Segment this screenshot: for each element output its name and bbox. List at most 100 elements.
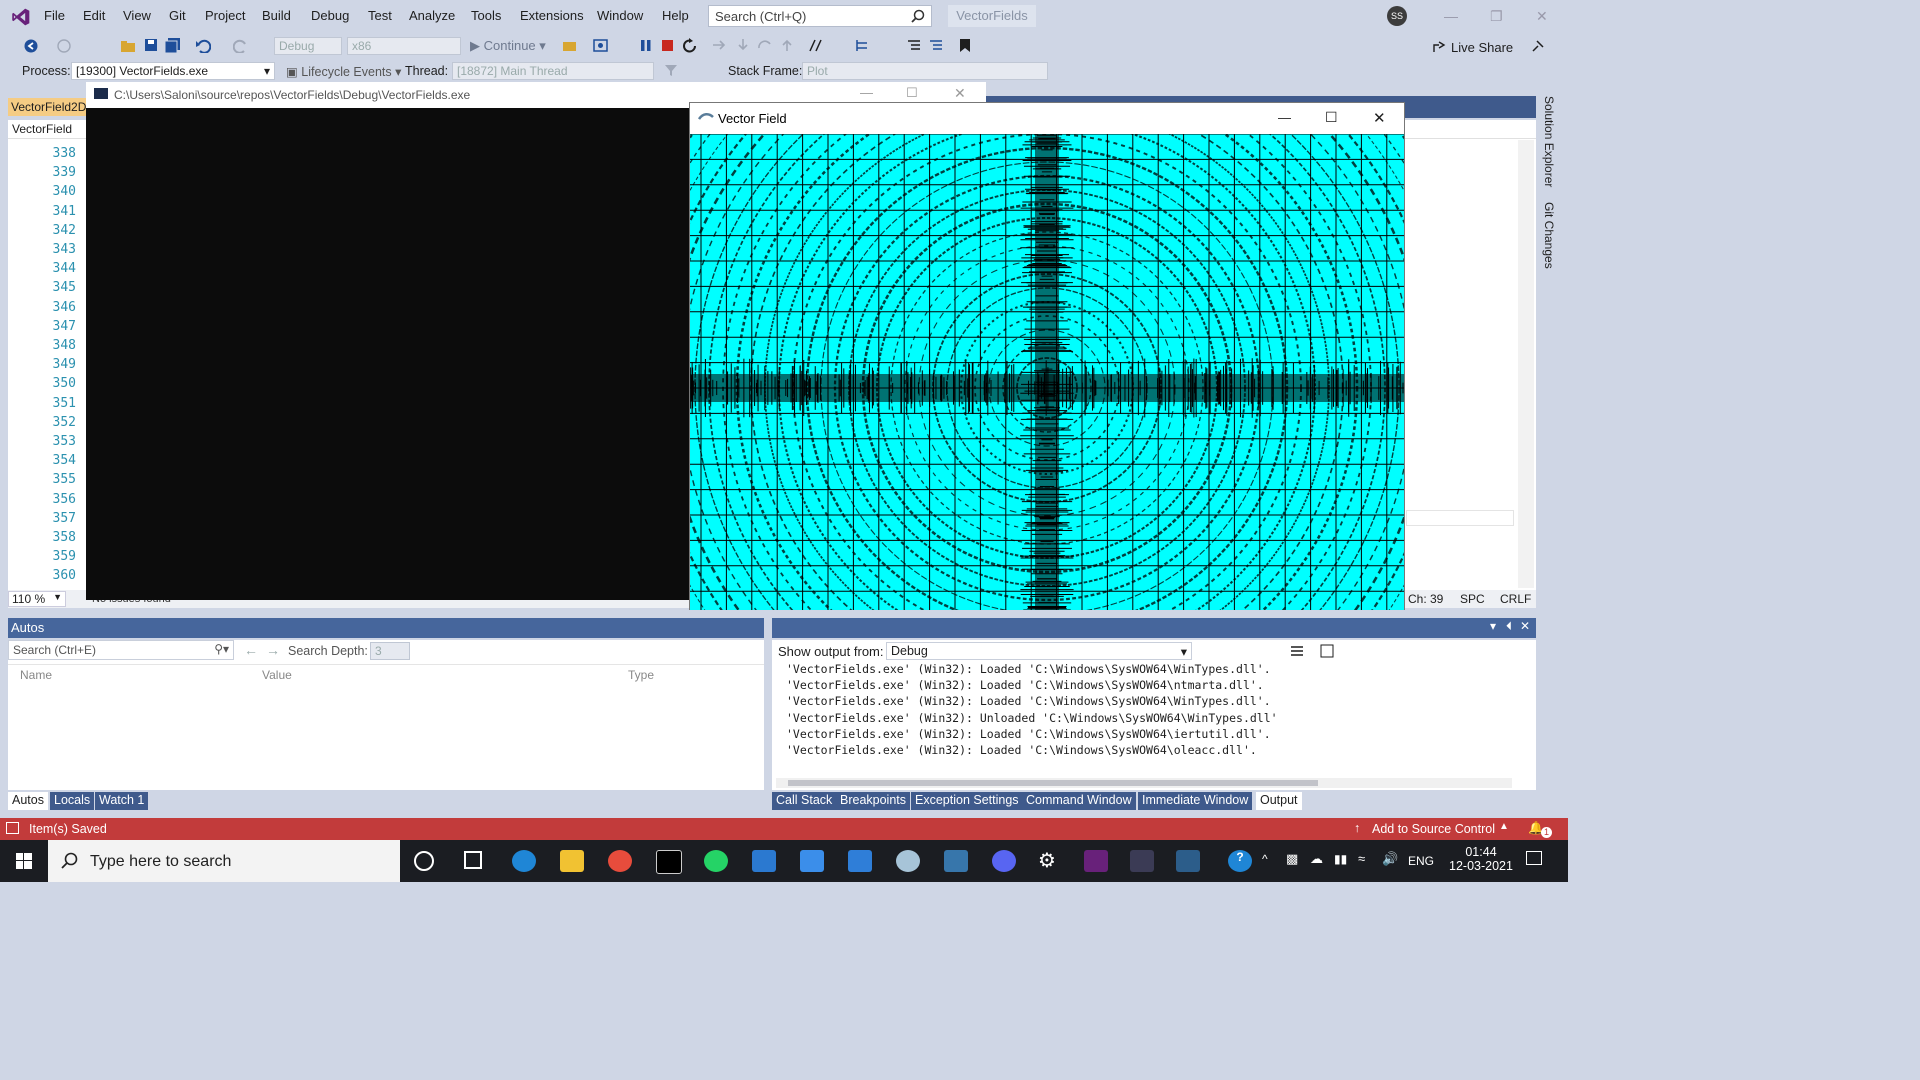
menu-debug[interactable]: Debug	[311, 8, 350, 23]
search-depth-combo[interactable]: 3	[370, 642, 410, 660]
tab-exception-settings[interactable]: Exception Settings	[911, 792, 1023, 810]
stop-icon[interactable]	[662, 40, 674, 52]
console-app-taskbar-icon[interactable]	[1130, 850, 1154, 872]
editor-horizontal-scrollbar[interactable]	[1406, 510, 1514, 526]
bookmark-icon[interactable]	[958, 38, 972, 53]
vector-field-app-taskbar-icon[interactable]	[1176, 850, 1200, 872]
line-ending-indicator[interactable]: CRLF	[1500, 592, 1532, 606]
vector-field-close-icon[interactable]: ✕	[1373, 110, 1386, 127]
document-tab[interactable]: VectorField2D	[8, 98, 86, 116]
redo-icon[interactable]	[233, 38, 249, 53]
column-header-type[interactable]: Type	[628, 668, 655, 682]
help-icon[interactable]: ?	[1228, 850, 1252, 872]
step-over-icon[interactable]	[757, 38, 773, 53]
vector-field-plot[interactable]	[690, 134, 1404, 643]
word-wrap-icon[interactable]	[1290, 644, 1304, 658]
restart-icon[interactable]	[682, 38, 698, 54]
menu-file[interactable]: File	[44, 8, 65, 23]
solution-explorer-tab[interactable]: Solution Explorer	[1542, 96, 1556, 188]
output-horizontal-scrollbar[interactable]	[776, 778, 1512, 788]
taskbar-clock[interactable]: 01:44 12-03-2021	[1448, 845, 1514, 873]
search-input[interactable]: Search (Ctrl+Q)	[708, 5, 932, 27]
paint-icon[interactable]	[896, 850, 920, 872]
visual-studio-logo-icon[interactable]	[10, 7, 32, 27]
save-all-icon[interactable]	[165, 38, 181, 53]
output-vertical-scrollbar[interactable]	[1518, 664, 1534, 776]
taskbar-search-box[interactable]	[48, 840, 400, 882]
save-icon[interactable]	[144, 38, 158, 52]
output-source-combo[interactable]: Debug ▾	[886, 642, 1192, 660]
tab-watch-1[interactable]: Watch 1	[95, 792, 149, 810]
user-avatar[interactable]: SS	[1387, 6, 1407, 26]
tray-chevron-icon[interactable]: ^	[1262, 852, 1268, 866]
discord-icon[interactable]	[992, 850, 1016, 872]
menu-help[interactable]: Help	[662, 8, 689, 23]
console-minimize-icon[interactable]: —	[860, 85, 873, 100]
menu-tools[interactable]: Tools	[471, 8, 502, 23]
project-combo[interactable]: VectorField	[12, 122, 73, 136]
file-explorer-icon[interactable]	[560, 850, 584, 872]
search-back-icon[interactable]: ←	[244, 642, 258, 658]
settings-gear-icon[interactable]: ⚙	[1038, 850, 1056, 872]
volume-icon[interactable]: 🔊	[1382, 851, 1399, 866]
step-out-icon[interactable]	[780, 38, 794, 53]
close-panel-icon[interactable]: ✕	[1519, 619, 1530, 633]
git-changes-tab[interactable]: Git Changes	[1542, 202, 1556, 269]
minimize-icon[interactable]: —	[1444, 8, 1458, 24]
vector-field-maximize-icon[interactable]: ☐	[1325, 109, 1338, 125]
pause-icon[interactable]	[640, 39, 652, 52]
open-folder-icon[interactable]	[120, 38, 136, 53]
tab-command-window[interactable]: Command Window	[1022, 792, 1136, 810]
whitespace-indicator[interactable]: SPC	[1460, 592, 1485, 606]
edge-icon[interactable]	[512, 850, 536, 872]
windows-start-icon[interactable]	[0, 840, 48, 882]
stack-frame-combo[interactable]: Plot	[802, 62, 1048, 80]
platform-combo[interactable]: x86	[347, 37, 461, 55]
show-next-statement-icon[interactable]	[712, 38, 728, 53]
close-icon[interactable]: ✕	[1536, 8, 1548, 24]
pin-icon[interactable]: ⏴	[1505, 619, 1512, 633]
tab-call-stack[interactable]: Call Stack	[772, 792, 837, 810]
action-center-icon[interactable]	[1526, 851, 1542, 865]
task-view-icon[interactable]	[464, 851, 482, 869]
tab-breakpoints[interactable]: Breakpoints	[836, 792, 911, 810]
restore-icon[interactable]: ❐	[1490, 8, 1503, 24]
uncomment-icon[interactable]	[928, 38, 944, 53]
wifi-icon[interactable]: ≈	[1358, 851, 1366, 866]
browse-folder-icon[interactable]	[562, 38, 578, 53]
menu-window[interactable]: Window	[597, 8, 644, 23]
editor-vertical-scrollbar[interactable]	[1518, 140, 1534, 588]
whatsapp-icon[interactable]	[704, 850, 728, 872]
step-into-icon[interactable]	[736, 38, 750, 53]
filter-icon[interactable]	[664, 64, 678, 77]
onedrive-icon[interactable]: ☁	[1310, 851, 1323, 866]
console-maximize-icon[interactable]: ☐	[906, 85, 918, 100]
menu-analyze[interactable]: Analyze	[409, 8, 456, 23]
menu-extensions[interactable]: Extensions	[520, 8, 584, 23]
thread-icon[interactable]	[855, 38, 871, 53]
clear-output-icon[interactable]	[1320, 644, 1334, 658]
menu-view[interactable]: View	[123, 8, 151, 23]
column-indicator[interactable]: Ch: 39	[1408, 592, 1444, 606]
live-share-icon[interactable]	[1432, 40, 1446, 54]
feedback-icon[interactable]	[1530, 38, 1546, 54]
tab-autos[interactable]: Autos	[8, 792, 48, 810]
caret-up-icon[interactable]: ▲	[1499, 821, 1509, 832]
comment-icon[interactable]	[906, 38, 922, 53]
menu-edit[interactable]: Edit	[83, 8, 106, 23]
battery-icon[interactable]: ▮▮	[1334, 852, 1348, 866]
tray-device-icon[interactable]: ▩	[1286, 851, 1299, 866]
back-icon[interactable]	[24, 39, 38, 53]
undo-icon[interactable]	[195, 38, 211, 53]
search-forward-icon[interactable]: →	[266, 642, 280, 658]
menu-project[interactable]: Project	[205, 8, 246, 23]
terminal-icon[interactable]	[656, 850, 682, 874]
column-header-value[interactable]: Value	[262, 668, 292, 682]
add-to-source-control-button[interactable]: Add to Source Control	[1372, 822, 1495, 836]
store-icon[interactable]	[800, 850, 824, 872]
zoom-combo[interactable]: 110 % ▼	[8, 591, 66, 607]
autos-search-input[interactable]: Search (Ctrl+E) ⚲▾	[8, 640, 234, 660]
mail-icon[interactable]	[848, 850, 872, 872]
python-icon[interactable]	[944, 850, 968, 872]
cortana-icon[interactable]	[414, 851, 434, 871]
